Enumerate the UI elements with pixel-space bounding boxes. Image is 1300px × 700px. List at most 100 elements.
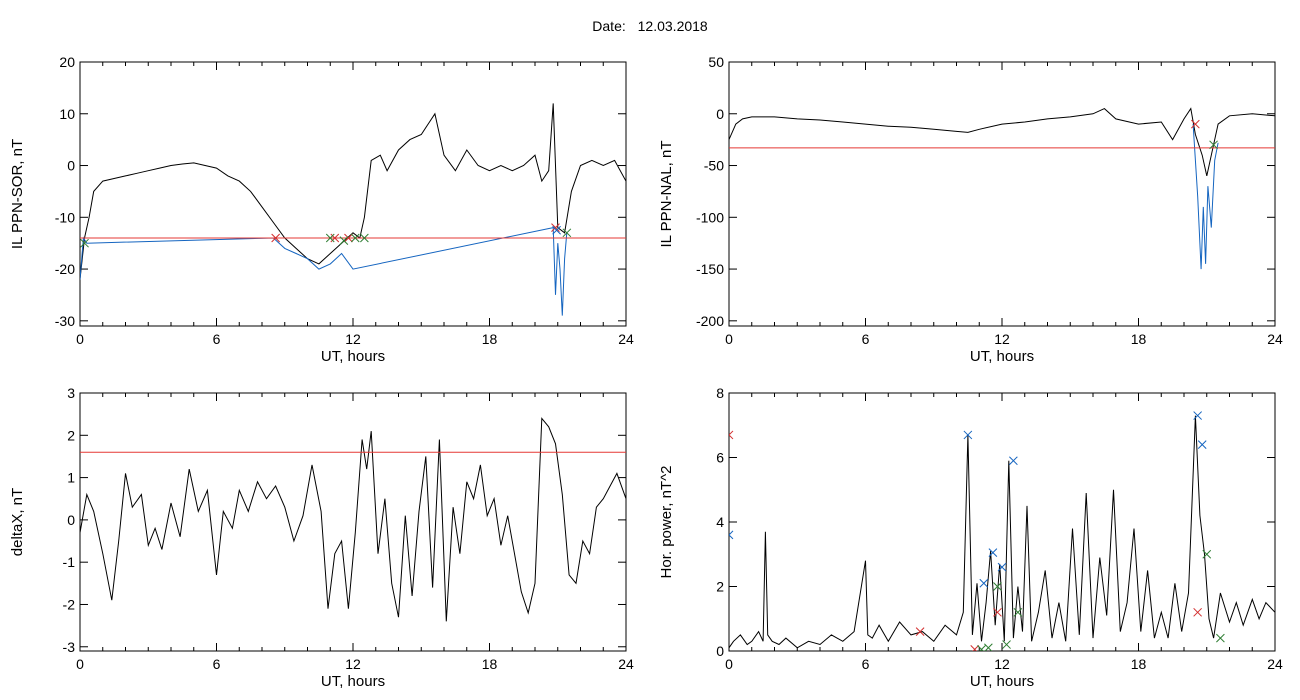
- y-tick-label: 0: [716, 643, 724, 659]
- marker-point: [988, 548, 998, 557]
- y-tick-label: -50: [704, 158, 724, 174]
- marker-point: [1209, 140, 1218, 150]
- marker-point: [1216, 633, 1225, 643]
- marker-point: [325, 233, 335, 243]
- panel-ppn-nal: 0 6 12 18 24 -200 -150 -100 -50 0 50 UT, hours IL PP…: [658, 54, 1283, 365]
- marker-point: [1009, 456, 1018, 466]
- x-tick-label: 0: [76, 656, 84, 672]
- marker-point: [1191, 119, 1200, 129]
- marker-point: [330, 233, 340, 243]
- marker-point: [993, 582, 1002, 591]
- marker-point: [915, 627, 925, 637]
- x-tick-label: 6: [213, 656, 221, 672]
- marker-point: [983, 643, 993, 651]
- panel-ppn-sor: 0 6 12 18 24 -30 -20 -10 0 10 20 UT, hours IL PPN-SO…: [9, 54, 634, 365]
- x-tick-label: 24: [618, 331, 634, 347]
- y-tick-label: 1: [67, 470, 75, 486]
- marker-point: [1013, 607, 1023, 617]
- x-tick-label: 18: [1131, 331, 1147, 347]
- marker-point: [1002, 640, 1011, 649]
- y-tick-label: -150: [696, 261, 724, 277]
- marker-point: [1193, 411, 1203, 420]
- marker-point: [360, 233, 369, 243]
- marker-point: [350, 233, 360, 243]
- series-line: [80, 417, 626, 622]
- x-tick-label: 18: [482, 331, 498, 347]
- plot-area: [729, 107, 1275, 270]
- y-tick-label: 4: [716, 514, 724, 530]
- y-tick-label: 10: [59, 106, 75, 122]
- y-tick-label: 20: [59, 54, 75, 70]
- marker-point: [970, 645, 980, 651]
- series-line: [729, 107, 1275, 177]
- series-line: [80, 226, 568, 316]
- plot-frame: [79, 392, 627, 652]
- y-tick-label: -2: [63, 596, 76, 612]
- x-tick-label: 12: [345, 331, 361, 347]
- marker-point: [344, 233, 353, 243]
- y-axis-label: IL PPN-SOR, nT: [9, 139, 26, 249]
- marker-point: [80, 238, 89, 248]
- x-tick-label: 18: [482, 656, 498, 672]
- x-tick-label: 6: [862, 656, 870, 672]
- y-tick-label: 0: [67, 158, 75, 174]
- marker-point: [551, 223, 560, 233]
- plot-area: [80, 417, 626, 622]
- x-axis-label: UT, hours: [321, 348, 385, 365]
- x-tick-label: 24: [1267, 331, 1283, 347]
- marker-point: [1193, 607, 1203, 617]
- y-tick-label: 2: [67, 427, 75, 443]
- x-tick-label: 24: [618, 656, 634, 672]
- marker-point: [977, 645, 986, 651]
- x-axis-label: UT, hours: [970, 673, 1034, 690]
- x-tick-label: 24: [1267, 656, 1283, 672]
- marker-point: [1197, 440, 1207, 449]
- y-tick-label: 8: [716, 385, 724, 401]
- plot-frame: [79, 61, 627, 327]
- plot-frame: [728, 61, 1276, 327]
- x-tick-label: 12: [994, 656, 1010, 672]
- y-tick-label: -20: [55, 261, 75, 277]
- marker-point: [1202, 549, 1212, 559]
- y-tick-label: -200: [696, 313, 724, 329]
- y-tick-label: -1: [63, 554, 76, 570]
- marker-point: [729, 430, 734, 440]
- x-tick-label: 0: [725, 656, 733, 672]
- marker-point: [552, 225, 561, 235]
- x-tick-label: 0: [725, 331, 733, 347]
- marker-point: [963, 430, 973, 440]
- marker-point: [339, 236, 349, 245]
- y-tick-label: 3: [67, 385, 75, 401]
- y-tick-label: -3: [63, 639, 76, 655]
- y-tick-label: 2: [716, 579, 724, 595]
- x-tick-label: 6: [862, 331, 870, 347]
- x-axis-label: UT, hours: [970, 348, 1034, 365]
- plot-area: [729, 411, 1275, 651]
- y-tick-label: 0: [67, 512, 75, 528]
- marker-point: [993, 607, 1002, 617]
- x-tick-label: 6: [213, 331, 221, 347]
- series-line: [729, 415, 1275, 649]
- x-tick-label: 12: [994, 331, 1010, 347]
- y-axis-label: Hor. power, nT^2: [658, 466, 675, 579]
- y-axis-label: deltaX, nT: [9, 488, 26, 556]
- series-line: [1192, 124, 1219, 270]
- x-tick-label: 18: [1131, 656, 1147, 672]
- x-axis-label: UT, hours: [321, 673, 385, 690]
- y-tick-label: 50: [708, 54, 724, 70]
- marker-point: [562, 228, 572, 238]
- y-tick-label: -100: [696, 209, 724, 225]
- date-label: Date:: [592, 18, 626, 34]
- plot-area: [80, 103, 626, 316]
- x-tick-label: 12: [345, 656, 361, 672]
- y-tick-label: -10: [55, 209, 75, 225]
- y-tick-label: -30: [55, 313, 75, 329]
- page-title: Date: 12.03.2018: [0, 18, 1300, 34]
- marker-point: [997, 562, 1007, 572]
- y-tick-label: 6: [716, 450, 724, 466]
- y-axis-label: IL PPN-NAL, nT: [658, 141, 675, 248]
- series-line: [80, 103, 626, 280]
